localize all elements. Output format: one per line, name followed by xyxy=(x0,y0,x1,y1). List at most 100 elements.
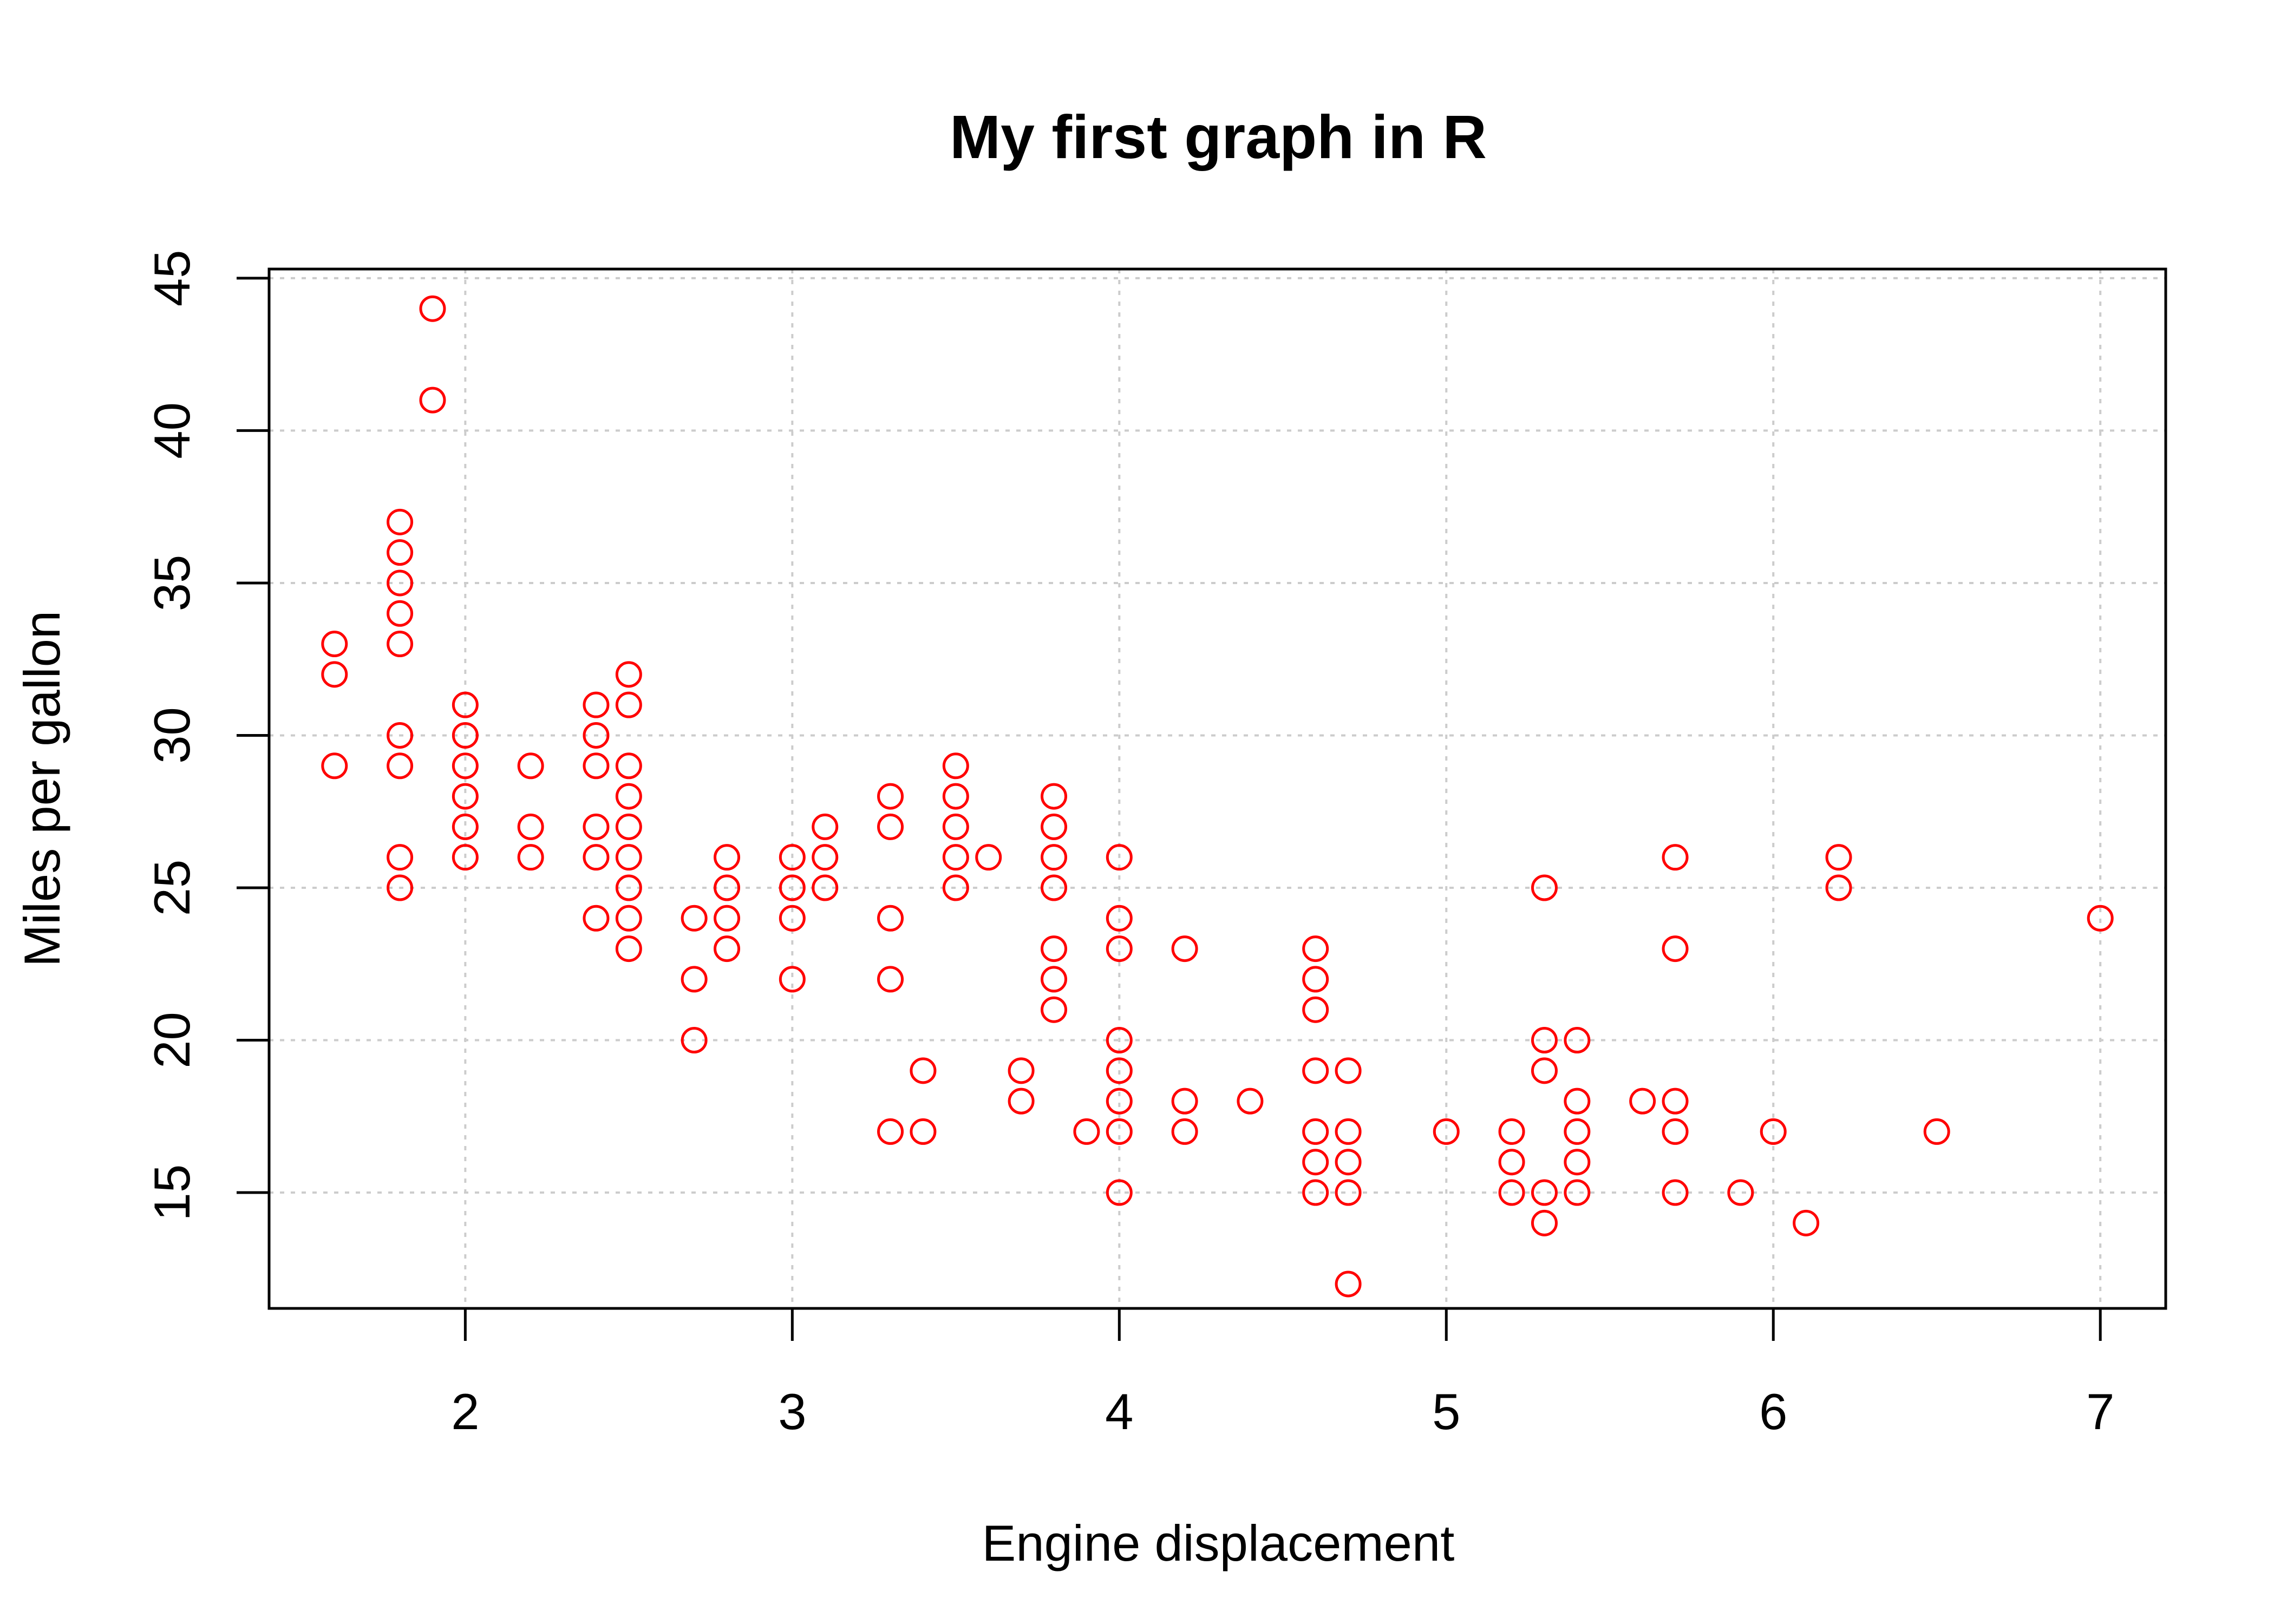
data-point xyxy=(877,783,904,810)
data-point xyxy=(1106,844,1133,871)
data-point xyxy=(1335,1179,1362,1206)
data-point xyxy=(1564,1179,1591,1206)
data-point xyxy=(1433,1118,1460,1145)
data-point xyxy=(1106,1027,1133,1054)
data-point xyxy=(1302,996,1329,1023)
data-point xyxy=(714,874,741,901)
data-point xyxy=(387,600,414,627)
x-tick-label: 6 xyxy=(1759,1383,1787,1440)
data-point xyxy=(1335,1057,1362,1084)
data-point xyxy=(1564,1118,1591,1145)
data-point xyxy=(1923,1118,1950,1145)
data-point xyxy=(1335,1118,1362,1145)
data-point xyxy=(387,752,414,780)
data-point xyxy=(517,844,544,871)
y-tick-label: 15 xyxy=(143,1164,200,1221)
y-tick-label: 40 xyxy=(143,402,200,459)
data-point xyxy=(681,966,708,993)
data-point xyxy=(1041,874,1068,901)
data-point xyxy=(387,844,414,871)
data-point xyxy=(321,752,348,780)
data-point xyxy=(1662,1088,1689,1115)
data-point xyxy=(1302,1118,1329,1145)
data-point xyxy=(681,905,708,932)
data-point xyxy=(1073,1118,1100,1145)
data-point xyxy=(1302,1057,1329,1084)
data-point xyxy=(452,783,479,810)
data-point xyxy=(910,1118,937,1145)
data-point xyxy=(1727,1179,1754,1206)
data-point xyxy=(1106,1057,1133,1084)
x-tick-label: 2 xyxy=(451,1383,479,1440)
data-point xyxy=(387,569,414,597)
data-point xyxy=(1760,1118,1787,1145)
data-point xyxy=(615,874,642,901)
data-point xyxy=(1531,1057,1558,1084)
data-point xyxy=(1302,935,1329,962)
data-point xyxy=(975,844,1002,871)
data-point xyxy=(1237,1088,1264,1115)
data-point xyxy=(877,905,904,932)
data-point xyxy=(583,844,610,871)
data-point xyxy=(419,387,446,414)
data-point xyxy=(1008,1057,1035,1084)
data-point xyxy=(452,813,479,840)
grid xyxy=(269,269,2166,1308)
data-point xyxy=(1041,844,1068,871)
data-point xyxy=(812,874,839,901)
data-point xyxy=(387,631,414,658)
data-point xyxy=(583,691,610,718)
points xyxy=(321,295,2114,1298)
plot-frame xyxy=(267,267,2167,1310)
data-point xyxy=(1041,935,1068,962)
data-point xyxy=(1662,1179,1689,1206)
data-point xyxy=(1008,1088,1035,1115)
data-point xyxy=(1171,1118,1198,1145)
y-axis: 15 20 25 30 35 40 45 xyxy=(143,250,271,1221)
data-point xyxy=(1793,1209,1820,1236)
data-point xyxy=(615,844,642,871)
data-point xyxy=(877,813,904,840)
x-axis-label: Engine displacement xyxy=(982,1515,1455,1571)
data-point xyxy=(1335,1271,1362,1298)
data-point xyxy=(1662,844,1689,871)
x-tick-label: 3 xyxy=(778,1383,806,1440)
data-point xyxy=(1041,813,1068,840)
data-point xyxy=(714,905,741,932)
data-point xyxy=(1564,1149,1591,1176)
data-point xyxy=(1302,1149,1329,1176)
data-point xyxy=(1171,935,1198,962)
data-point xyxy=(321,661,348,688)
data-point xyxy=(1041,783,1068,810)
data-point xyxy=(779,966,806,993)
data-point xyxy=(1564,1088,1591,1115)
x-axis: 2 3 4 5 6 7 xyxy=(451,1308,2114,1440)
data-point xyxy=(910,1057,937,1084)
data-point xyxy=(942,752,969,780)
data-point xyxy=(387,539,414,566)
data-point xyxy=(1531,1209,1558,1236)
data-point xyxy=(942,813,969,840)
data-point xyxy=(812,813,839,840)
y-tick-label: 35 xyxy=(143,555,200,612)
data-point xyxy=(1106,905,1133,932)
x-tick-label: 4 xyxy=(1105,1383,1133,1440)
data-point xyxy=(1106,1179,1133,1206)
data-point xyxy=(1531,1179,1558,1206)
data-point xyxy=(1106,935,1133,962)
data-point xyxy=(942,844,969,871)
data-point xyxy=(452,691,479,718)
y-tick-label: 25 xyxy=(143,860,200,916)
data-point xyxy=(583,752,610,780)
x-tick-label: 7 xyxy=(2086,1383,2114,1440)
data-point xyxy=(583,905,610,932)
data-point xyxy=(615,905,642,932)
data-point xyxy=(321,631,348,658)
data-point xyxy=(517,752,544,780)
y-tick-label: 30 xyxy=(143,707,200,764)
data-point xyxy=(517,813,544,840)
data-point xyxy=(615,661,642,688)
data-point xyxy=(942,783,969,810)
data-point xyxy=(387,508,414,535)
